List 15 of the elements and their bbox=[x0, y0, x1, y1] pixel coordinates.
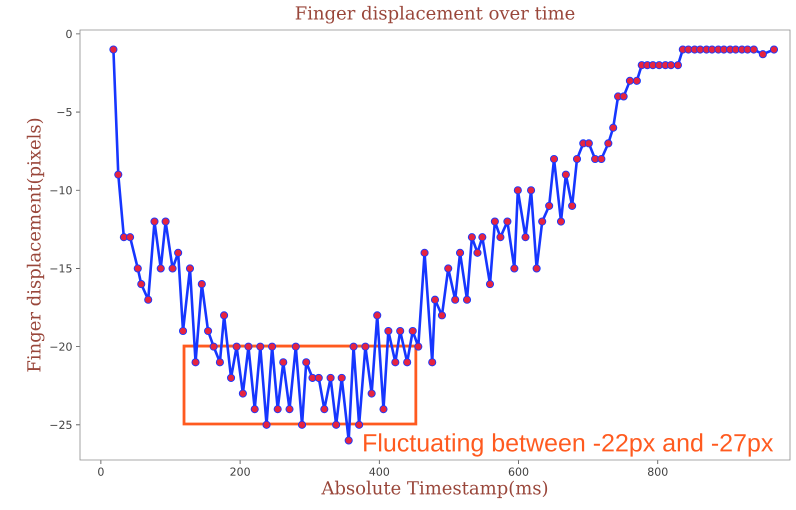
y-tick-label: 0 bbox=[66, 30, 72, 38]
y-tick-label: −5 bbox=[57, 108, 72, 116]
y-tick-label: −15 bbox=[50, 264, 72, 273]
y-tick-label: −25 bbox=[50, 420, 72, 429]
chart-title: Finger displacement over time bbox=[296, 6, 574, 24]
x-tick-label: 0 bbox=[98, 468, 104, 476]
x-tick-label: 800 bbox=[648, 468, 668, 476]
y-axis-title: Finger displacement(pixels) bbox=[26, 118, 44, 372]
x-tick-label: 400 bbox=[369, 468, 390, 476]
x-axis-title: Absolute Timestamp(ms) bbox=[321, 480, 548, 498]
x-tick-label: 600 bbox=[508, 468, 528, 476]
x-tick-label: 200 bbox=[230, 468, 250, 476]
annotation: Fluctuating between -22px and -27px bbox=[364, 433, 774, 457]
y-tick-label: −20 bbox=[50, 342, 72, 351]
y-tick-label: −10 bbox=[50, 186, 72, 194]
